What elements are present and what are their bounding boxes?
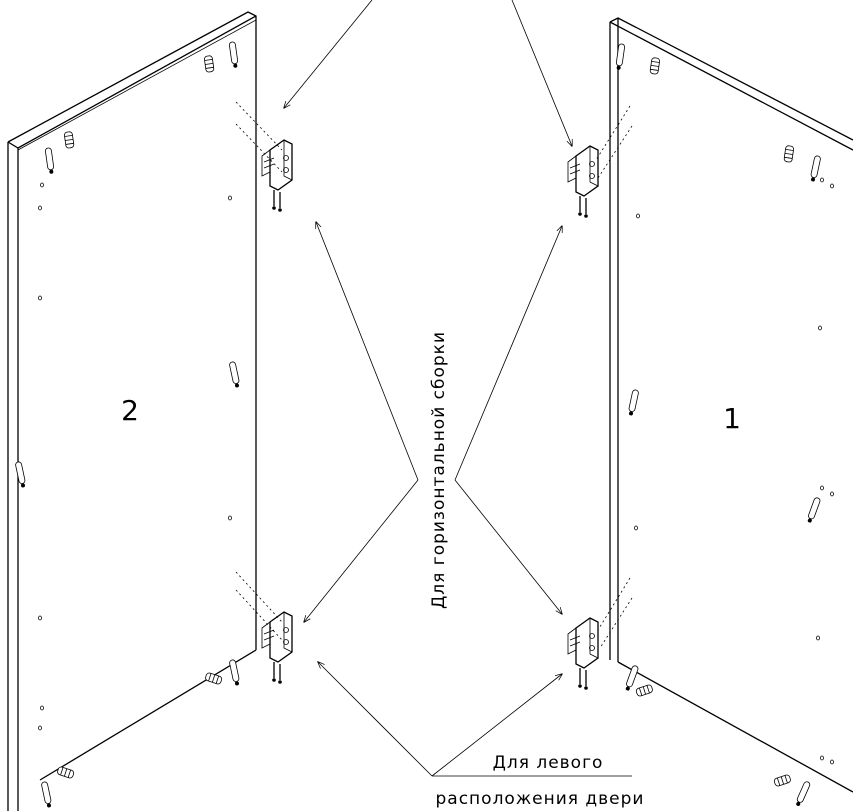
panel-label: 2 [121, 394, 139, 427]
panel-2: 2 [7, 11, 257, 811]
annotation: Для левого [493, 753, 604, 773]
leader-arrows [284, 0, 632, 777]
annotation: расположения двери [436, 789, 645, 809]
annotation: Для горизонтальной сборки [429, 331, 449, 609]
panel-label: 1 [723, 402, 741, 435]
panel-1: 1 [609, 17, 853, 808]
